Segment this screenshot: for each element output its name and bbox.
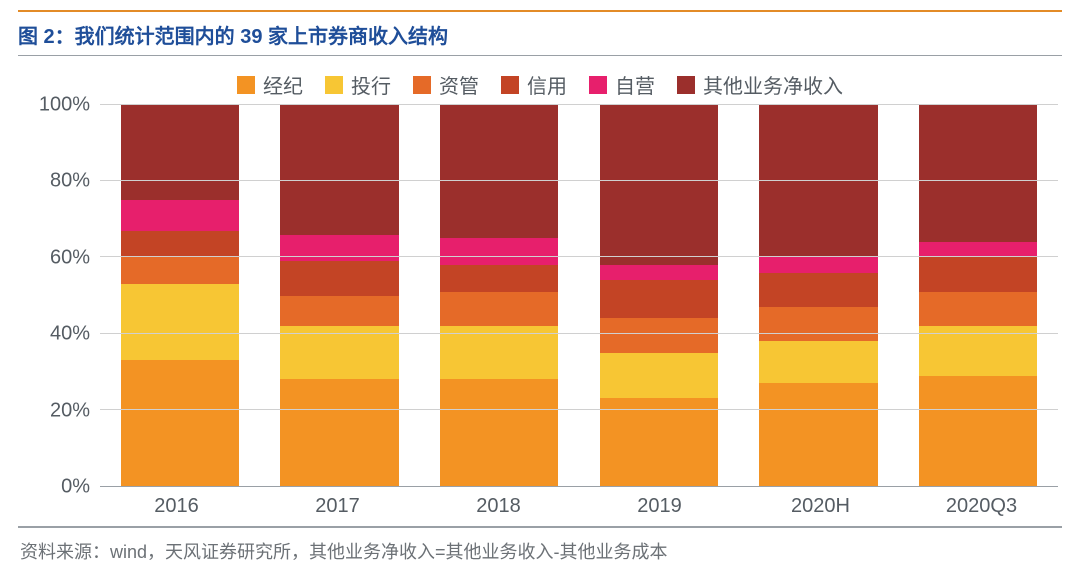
- bar-segment: [759, 257, 877, 272]
- bar-slot: [260, 105, 420, 486]
- x-tick-label: 2020H: [740, 495, 901, 518]
- bar-segment: [919, 105, 1037, 242]
- x-tick-label: 2020Q3: [901, 495, 1062, 518]
- legend-label: 资管: [439, 70, 479, 99]
- legend-label: 经纪: [263, 70, 303, 99]
- bar-segment: [759, 273, 877, 307]
- bar-segment: [440, 265, 558, 292]
- bar-segment: [280, 105, 398, 235]
- legend-label: 投行: [351, 70, 391, 99]
- stacked-bar: [440, 105, 558, 486]
- source-note: 资料来源：wind，天风证券研究所，其他业务净收入=其他业务收入-其他业务成本: [18, 528, 1062, 564]
- bar-segment: [280, 379, 398, 486]
- x-tick-label: 2019: [579, 495, 740, 518]
- bar-segment: [440, 238, 558, 265]
- bar-segment: [121, 231, 239, 258]
- bar-segment: [919, 376, 1037, 486]
- figure-container: 图 2：我们统计范围内的 39 家上市券商收入结构 经纪 投行 资管 信用 自营 其他业务…: [0, 0, 1080, 572]
- legend-item: 其他业务净收入: [677, 70, 843, 99]
- legend-item: 自营: [589, 70, 655, 99]
- bar-segment: [121, 105, 239, 200]
- grid-line: [100, 180, 1058, 181]
- bar-segment: [919, 257, 1037, 291]
- grid-line: [100, 333, 1058, 334]
- x-axis-labels: 20162017201820192020H2020Q3: [18, 487, 1062, 522]
- bar-segment: [440, 379, 558, 486]
- bar-slot: [898, 105, 1058, 486]
- legend-item: 资管: [413, 70, 479, 99]
- chart-area: 0%20%40%60%80%100%: [18, 105, 1062, 487]
- bar-slot: [100, 105, 260, 486]
- bar-slot: [739, 105, 899, 486]
- stacked-bar: [600, 105, 718, 486]
- y-tick-label: 80%: [50, 170, 90, 193]
- y-tick-label: 20%: [50, 399, 90, 422]
- stacked-bar: [759, 105, 877, 486]
- stacked-bar: [280, 105, 398, 486]
- bar-segment: [280, 326, 398, 379]
- y-axis: 0%20%40%60%80%100%: [22, 105, 100, 487]
- legend-swatch: [413, 76, 431, 94]
- bar-segment: [600, 105, 718, 265]
- bar-segment: [600, 280, 718, 318]
- y-tick-label: 40%: [50, 323, 90, 346]
- legend-label: 信用: [527, 70, 567, 99]
- y-tick-label: 100%: [39, 94, 90, 117]
- grid-line: [100, 409, 1058, 410]
- legend-label: 自营: [615, 70, 655, 99]
- legend-swatch: [589, 76, 607, 94]
- bar-segment: [759, 341, 877, 383]
- legend-label: 其他业务净收入: [703, 70, 843, 99]
- bar-segment: [600, 398, 718, 486]
- bar-segment: [919, 242, 1037, 257]
- bars-container: [100, 105, 1058, 486]
- bar-segment: [121, 360, 239, 486]
- bar-segment: [121, 257, 239, 284]
- bar-segment: [121, 200, 239, 230]
- bar-segment: [280, 261, 398, 295]
- legend-swatch: [237, 76, 255, 94]
- title-row: 图 2：我们统计范围内的 39 家上市券商收入结构: [18, 10, 1062, 55]
- grid-line: [100, 104, 1058, 105]
- legend-item: 投行: [325, 70, 391, 99]
- chart-title: 图 2：我们统计范围内的 39 家上市券商收入结构: [18, 20, 1062, 49]
- bar-segment: [440, 292, 558, 326]
- legend-item: 信用: [501, 70, 567, 99]
- x-tick-label: 2017: [257, 495, 418, 518]
- x-tick-label: 2016: [96, 495, 257, 518]
- stacked-bar: [919, 105, 1037, 486]
- bar-segment: [759, 307, 877, 341]
- bar-segment: [919, 292, 1037, 326]
- stacked-bar: [121, 105, 239, 486]
- legend: 经纪 投行 资管 信用 自营 其他业务净收入: [18, 56, 1062, 105]
- y-tick-label: 0%: [61, 476, 90, 499]
- plot-area: [100, 105, 1058, 487]
- x-tick-label: 2018: [418, 495, 579, 518]
- legend-swatch: [501, 76, 519, 94]
- y-tick-label: 60%: [50, 246, 90, 269]
- bar-segment: [280, 296, 398, 326]
- bar-segment: [121, 284, 239, 360]
- bar-segment: [600, 265, 718, 280]
- bar-segment: [759, 383, 877, 486]
- bar-segment: [600, 353, 718, 399]
- bar-slot: [419, 105, 579, 486]
- bar-segment: [440, 326, 558, 379]
- bar-segment: [600, 318, 718, 352]
- legend-swatch: [325, 76, 343, 94]
- bar-segment: [440, 105, 558, 238]
- bar-slot: [579, 105, 739, 486]
- legend-item: 经纪: [237, 70, 303, 99]
- grid-line: [100, 256, 1058, 257]
- bar-segment: [759, 105, 877, 257]
- legend-swatch: [677, 76, 695, 94]
